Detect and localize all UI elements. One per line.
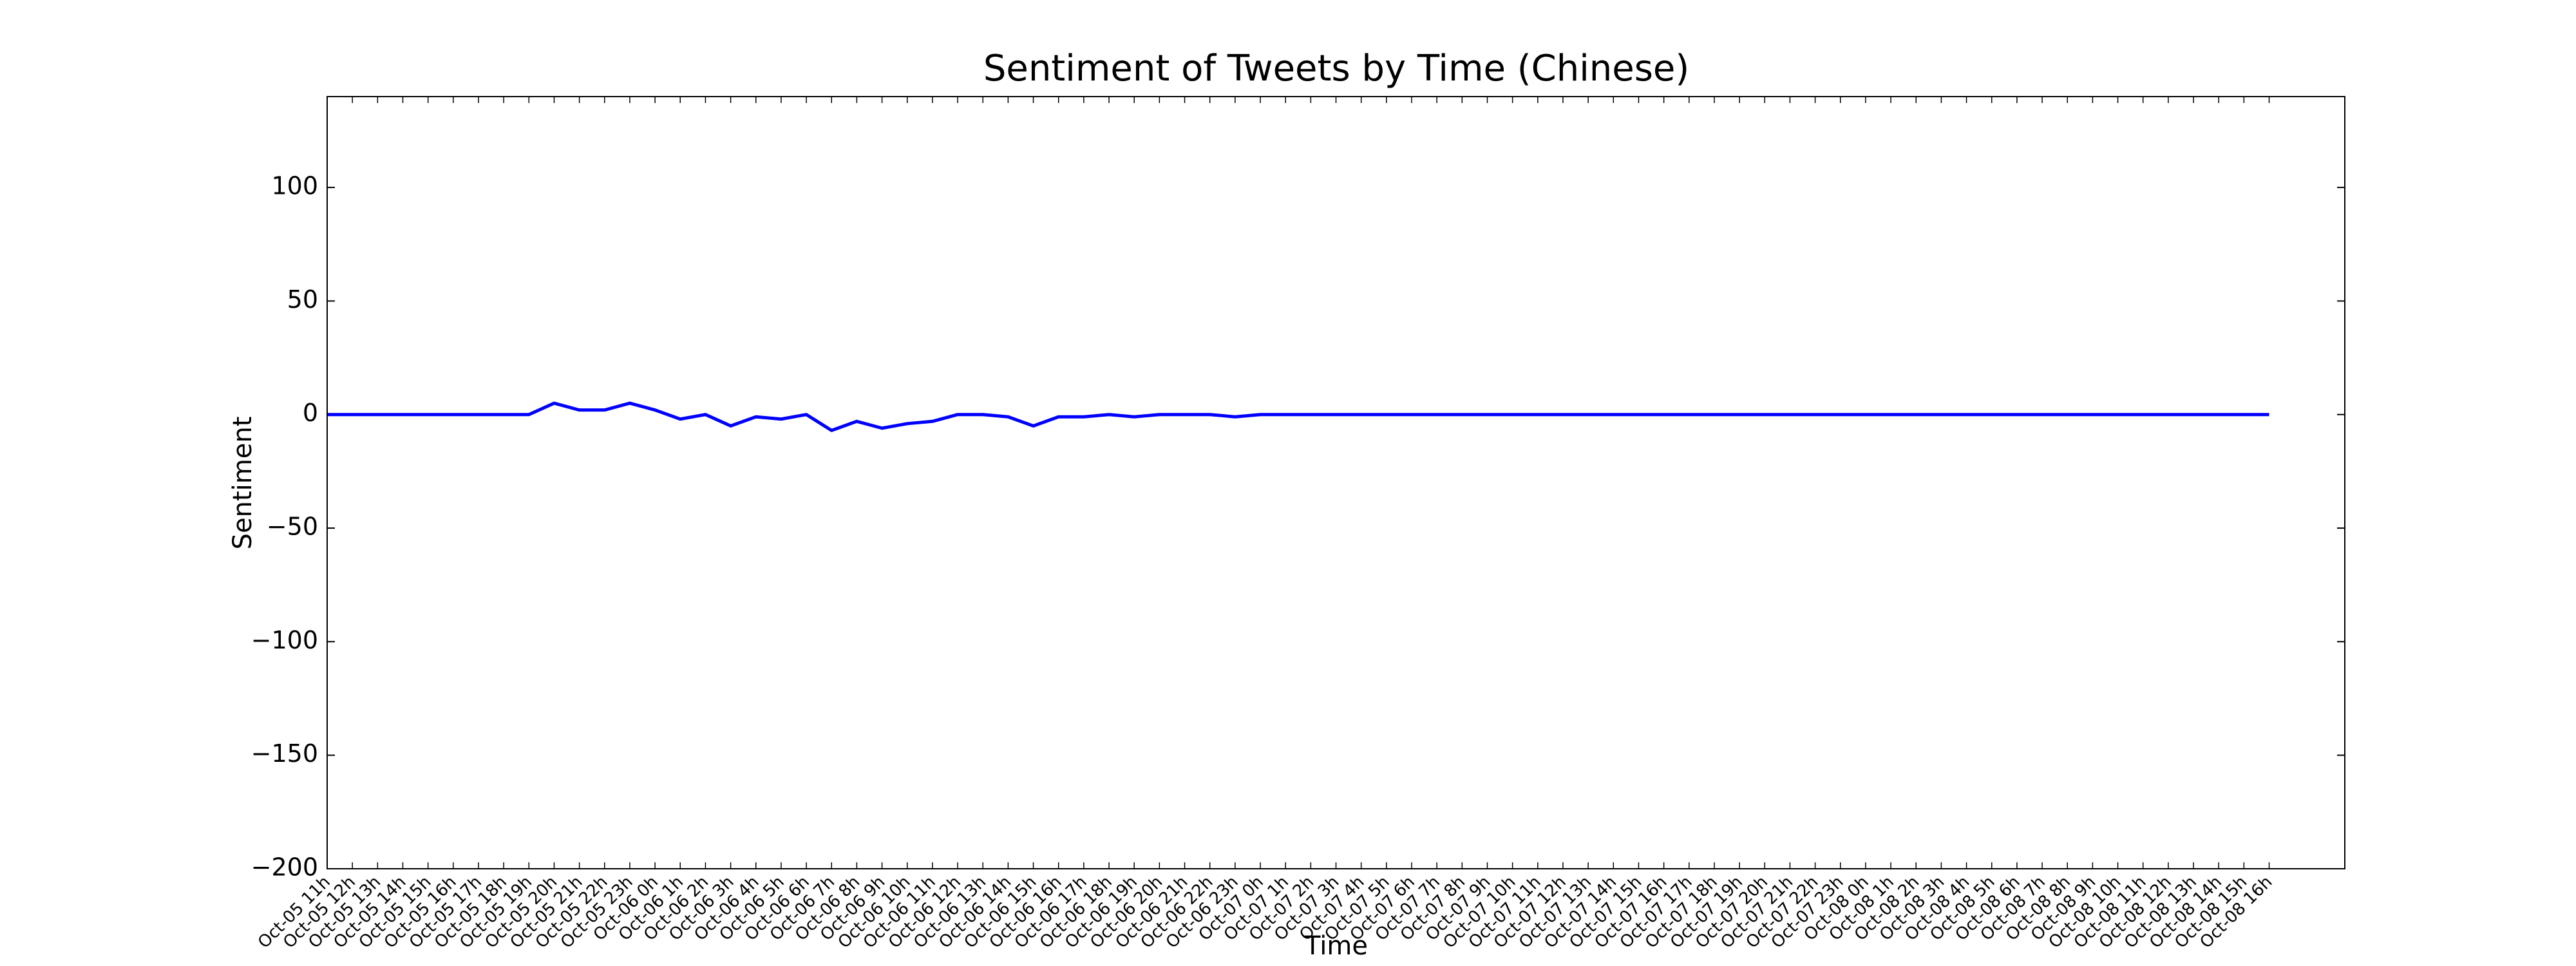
- plot-frame: [327, 96, 2345, 869]
- y-axis-label: Sentiment: [228, 417, 258, 550]
- data-line: [327, 401, 2269, 432]
- x-axis-label: Time: [1304, 931, 1368, 961]
- y-tick-label: −100: [251, 626, 318, 654]
- y-tick-label: 0: [303, 399, 318, 427]
- y-tick-label: −150: [251, 739, 318, 768]
- y-tick-label: 100: [271, 172, 318, 200]
- y-tick-label: −50: [267, 513, 318, 541]
- y-tick-label: 50: [287, 285, 318, 314]
- y-tick-label: −200: [251, 853, 318, 882]
- chart-title: Sentiment of Tweets by Time (Chinese): [983, 48, 1689, 90]
